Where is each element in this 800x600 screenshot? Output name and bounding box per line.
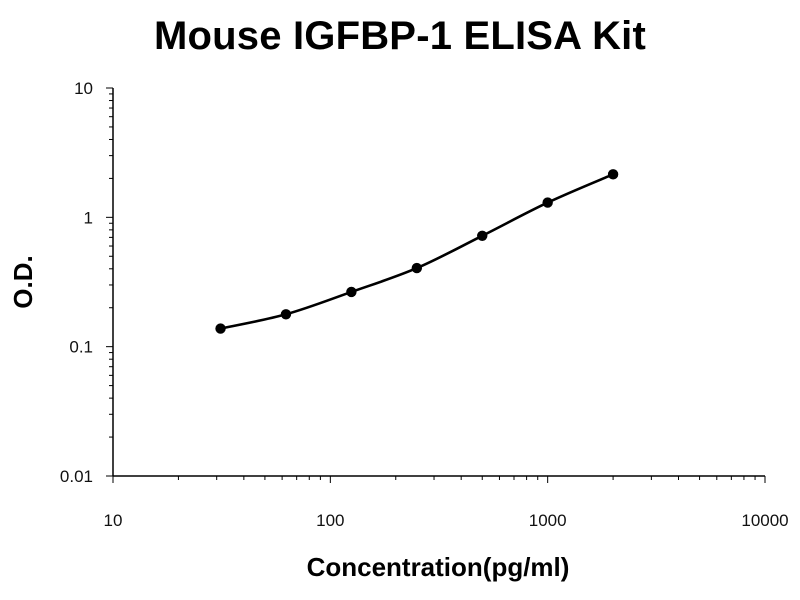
y-axis-title: O.D. — [8, 255, 38, 308]
data-point — [215, 323, 226, 334]
x-tick-label: 10 — [104, 511, 123, 530]
data-point — [346, 286, 357, 298]
data-point — [280, 309, 292, 320]
data-point — [542, 197, 553, 208]
chart-title: Mouse IGFBP-1 ELISA Kit — [153, 14, 647, 58]
series-layer — [215, 169, 619, 334]
x-tick-label: 10000 — [741, 511, 788, 530]
y-tick-label: 0.01 — [60, 467, 93, 486]
data-point — [411, 262, 423, 274]
tick-labels: 0.01 0.1 1 10 10 100 1000 10000 — [60, 79, 789, 530]
data-point — [607, 169, 619, 180]
y-tick-label: 0.1 — [69, 338, 93, 357]
y-tick-label: 1 — [84, 208, 93, 227]
axes — [106, 87, 766, 483]
x-tick-label: 1000 — [529, 511, 567, 530]
series-line — [220, 173, 614, 330]
data-point — [477, 230, 488, 241]
x-tick-label: 100 — [316, 511, 344, 530]
y-tick-label: 10 — [74, 79, 93, 98]
x-axis-title: Concentration(pg/ml) — [307, 552, 570, 582]
